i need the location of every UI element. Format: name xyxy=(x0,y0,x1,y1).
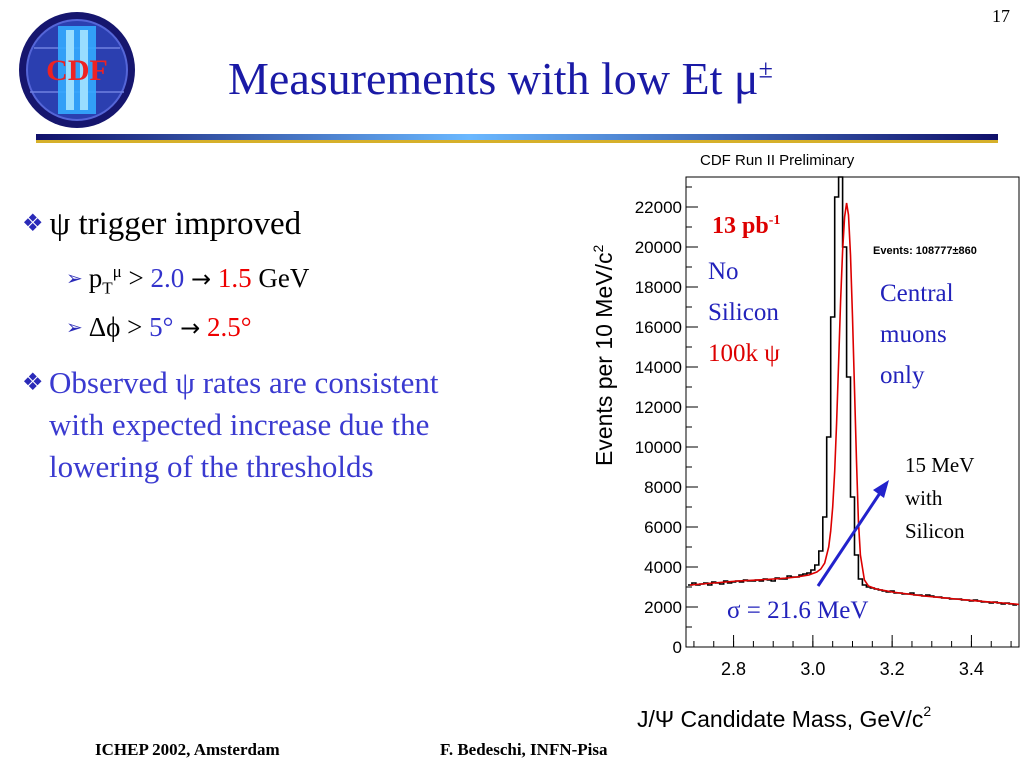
y-tick-label: 2000 xyxy=(644,598,682,617)
silicon-line-3: Silicon xyxy=(905,519,965,543)
y-axis-label: Events per 10 MeV/c2 xyxy=(590,245,617,467)
sigma-annotation: σ = 21.6 MeV xyxy=(727,597,868,624)
y-tick-label: 16000 xyxy=(635,318,682,337)
count-annotation: 100k ψ xyxy=(708,340,780,367)
silicon-line-1: 15 MeV xyxy=(905,453,974,477)
x-tick-label: 3.0 xyxy=(800,659,825,679)
x-axis-label: J/Ψ Candidate Mass, GeV/c2 xyxy=(637,703,931,732)
x-tick-label: 3.4 xyxy=(959,659,984,679)
y-tick-label: 6000 xyxy=(644,518,682,537)
x-tick-label: 2.8 xyxy=(721,659,746,679)
slide-title: Measurements with low Et μ± xyxy=(228,53,773,104)
y-tick-label: 10000 xyxy=(635,438,682,457)
bullet-observed: ❖ Observed ψ rates are consistent with e… xyxy=(22,362,439,488)
slide-number: 17 xyxy=(992,6,1010,26)
no-silicon-line-2: Silicon xyxy=(708,299,779,326)
observed-line-1: Observed ψ rates are consistent xyxy=(49,365,439,400)
central-line-3: only xyxy=(880,362,925,389)
silicon-line-2: with xyxy=(905,486,943,510)
y-tick-label: 18000 xyxy=(635,278,682,297)
arrow-bullet-icon: ➢ xyxy=(66,317,83,339)
title-divider xyxy=(36,134,998,143)
events-annotation: Events: 108777±860 xyxy=(873,245,977,257)
x-tick-label: 3.2 xyxy=(880,659,905,679)
histogram-line xyxy=(688,176,1017,606)
central-line-2: muons xyxy=(880,321,947,348)
sub-bullet-dphi: ➢ Δϕ > 5° → 2.5° xyxy=(66,312,252,342)
observed-line-2: with expected increase due the xyxy=(49,407,430,442)
chart-title: CDF Run II Preliminary xyxy=(700,152,855,169)
footer-author: F. Bedeschi, INFN-Pisa xyxy=(440,740,608,759)
fit-curve xyxy=(689,202,1020,606)
no-silicon-line-1: No xyxy=(708,258,739,285)
y-tick-label: 20000 xyxy=(635,238,682,257)
lumi-annotation: 13 pb-1 xyxy=(712,213,780,239)
y-tick-label: 0 xyxy=(673,638,682,657)
footer-conference: ICHEP 2002, Amsterdam xyxy=(95,740,280,759)
y-tick-label: 4000 xyxy=(644,558,682,577)
bullet-trigger: ❖ ψ trigger improved xyxy=(22,206,302,242)
sub-bullet-pt: ➢ pTμ > 2.0 → 1.5 GeV xyxy=(66,262,310,298)
diamond-bullet-icon: ❖ xyxy=(22,370,44,396)
silicon-arrow-head-icon xyxy=(873,480,889,498)
cdf-logo: CDF xyxy=(19,12,135,128)
y-tick-label: 8000 xyxy=(644,478,682,497)
central-line-1: Central xyxy=(880,280,954,307)
y-tick-label: 14000 xyxy=(635,358,682,377)
diamond-bullet-icon: ❖ xyxy=(22,211,44,237)
silicon-arrow-line xyxy=(816,489,884,587)
y-tick-label: 12000 xyxy=(635,398,682,417)
y-tick-label: 22000 xyxy=(635,198,682,217)
arrow-bullet-icon: ➢ xyxy=(66,268,83,290)
observed-line-3: lowering of the thresholds xyxy=(49,449,374,484)
svg-text:CDF: CDF xyxy=(46,54,108,87)
